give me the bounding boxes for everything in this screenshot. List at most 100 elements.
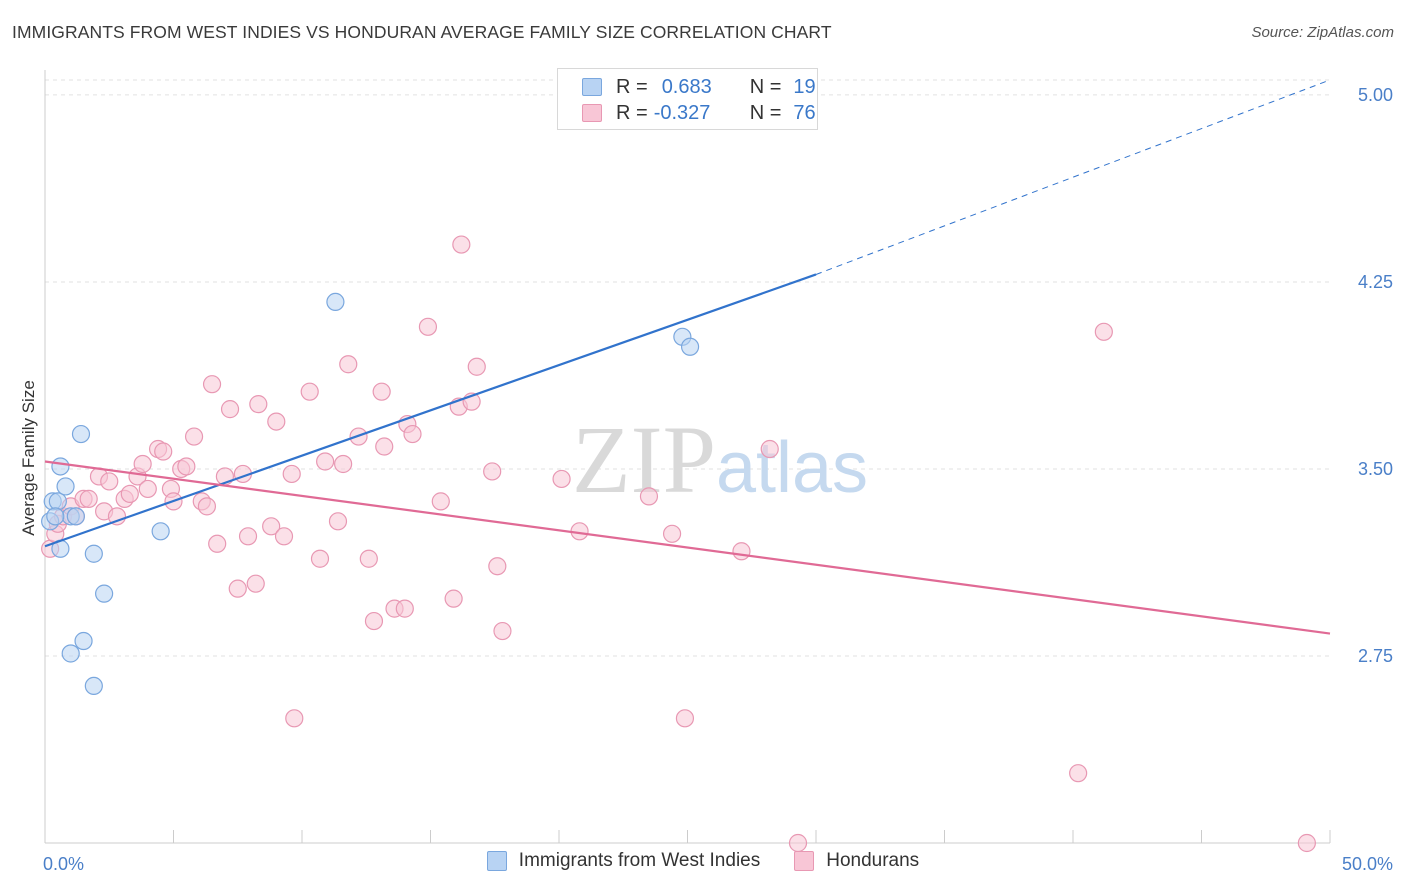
gridlines [45, 79, 1330, 657]
data-point [208, 534, 227, 553]
data-point [444, 589, 463, 608]
data-point [202, 375, 222, 394]
hondurans-swatch [582, 104, 602, 122]
stats-row-hondurans: R = -0.327 N = 76 [582, 100, 816, 126]
data-point [79, 489, 98, 508]
data-point [662, 524, 682, 543]
data-point [372, 382, 391, 401]
hondurans-points [41, 235, 1316, 853]
data-point [107, 507, 127, 526]
data-point [184, 427, 204, 446]
west-indies-swatch [582, 78, 602, 96]
data-point [46, 507, 65, 526]
y-axis-label: Average Family Size [19, 380, 38, 536]
y-tick-label: 4.25 [1358, 272, 1393, 292]
stats-legend: R = 0.683 N = 19 R = -0.327 N = 76 [557, 68, 818, 130]
data-point [732, 542, 751, 561]
data-point [760, 439, 779, 459]
x-tick-label-min: 0.0% [43, 854, 84, 874]
data-point [51, 457, 70, 476]
data-point [84, 544, 103, 563]
r-label: R = [616, 75, 648, 98]
legend-label: Hondurans [826, 850, 920, 871]
data-point [48, 492, 67, 511]
data-point [488, 557, 507, 576]
data-point [483, 462, 502, 481]
data-point [1069, 764, 1088, 783]
data-point [493, 621, 512, 641]
data-point [788, 833, 808, 853]
data-point [71, 424, 91, 444]
data-point [74, 631, 93, 651]
data-point [418, 317, 438, 336]
r-value: -0.327 [653, 101, 711, 124]
n-label: N = [749, 75, 782, 98]
r-value: 0.683 [661, 75, 712, 98]
west-indies-points [41, 292, 700, 696]
y-tick-labels: 2.75 3.50 4.25 5.00 [1358, 85, 1393, 666]
data-point [238, 527, 258, 546]
hondurans-swatch [794, 851, 815, 871]
zipatlas-watermark: ZIPatlas [572, 406, 868, 513]
data-point [403, 424, 422, 444]
x-tick-label-max: 50.0% [1342, 854, 1393, 874]
data-point [56, 477, 75, 496]
data-point [138, 479, 157, 499]
data-point [133, 454, 152, 474]
west-indies-trend-extension [815, 79, 1331, 275]
data-point [197, 497, 217, 516]
data-point [177, 457, 196, 476]
data-point [431, 492, 450, 511]
data-point [364, 611, 384, 631]
watermark-atlas: atlas [716, 428, 868, 508]
data-point [552, 469, 571, 489]
data-point [246, 574, 265, 593]
data-point [328, 512, 348, 531]
n-value: 19 [793, 75, 816, 98]
series-legend: Immigrants from West Indies Hondurans [0, 850, 1406, 872]
y-tick-label: 2.75 [1358, 646, 1393, 666]
data-point [61, 644, 80, 663]
data-point [220, 400, 240, 419]
data-point [95, 584, 114, 603]
data-point [66, 507, 85, 526]
data-point [285, 709, 304, 728]
data-point [228, 579, 247, 598]
source-label: Source: ZipAtlas.com [1251, 24, 1394, 41]
data-point [675, 709, 695, 728]
data-point [334, 454, 353, 474]
data-point [310, 549, 330, 568]
data-point [120, 484, 139, 504]
hondurans-trend-line [44, 460, 1331, 635]
data-point [282, 464, 301, 484]
data-point [84, 676, 103, 696]
r-label: R = [616, 101, 648, 124]
data-point [452, 235, 471, 254]
legend-item-west-indies: Immigrants from West Indies [486, 850, 761, 872]
trend-lines [44, 79, 1331, 635]
legend-label: Immigrants from West Indies [518, 850, 761, 871]
y-tick-label: 5.00 [1358, 85, 1393, 105]
west-indies-trend-line [44, 273, 817, 548]
data-point [316, 452, 335, 471]
data-point [395, 599, 414, 618]
stats-row-west-indies: R = 0.683 N = 19 [582, 74, 816, 100]
data-point [262, 517, 281, 536]
data-point [467, 357, 486, 376]
data-point [300, 382, 319, 401]
west-indies-swatch [486, 851, 507, 871]
data-point [339, 355, 358, 374]
data-point [1094, 322, 1113, 341]
y-tick-label: 3.50 [1358, 459, 1393, 479]
data-point [249, 395, 268, 414]
data-point [274, 527, 294, 546]
data-point [100, 472, 119, 491]
data-point [154, 442, 173, 461]
data-point [375, 437, 394, 456]
data-point [639, 487, 659, 506]
chart-title: IMMIGRANTS FROM WEST INDIES VS HONDURAN … [12, 22, 832, 42]
data-point [151, 522, 170, 541]
data-point [267, 412, 286, 431]
n-label: N = [749, 101, 782, 124]
